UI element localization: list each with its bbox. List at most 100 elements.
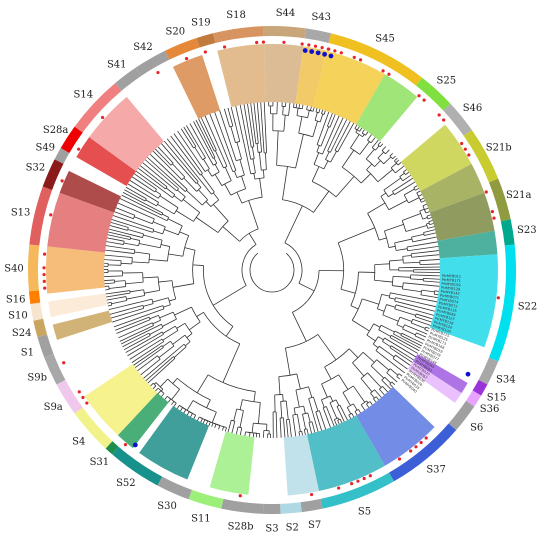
tree-branch — [279, 418, 282, 431]
tree-branch — [407, 247, 429, 252]
tree-branch — [371, 142, 377, 148]
red-marker-dot — [123, 443, 128, 447]
subfamily-label: S30 — [157, 501, 177, 512]
tree-branch — [202, 419, 206, 424]
tree-branch — [427, 217, 432, 220]
tree-branch — [134, 332, 150, 341]
tree-branch — [159, 378, 169, 388]
blue-marker-dot — [328, 53, 334, 59]
subfamily-label: S28b — [228, 522, 254, 533]
tree-branch — [115, 321, 138, 331]
tree-branch — [174, 181, 186, 192]
subfamily-label: S32 — [26, 163, 46, 174]
tree-branch — [152, 229, 155, 233]
subfamily-label: S44 — [276, 8, 296, 19]
tree-branch — [126, 295, 145, 300]
tree-branch — [419, 210, 424, 220]
tree-branch — [391, 334, 420, 352]
tree-branch — [428, 246, 439, 249]
tree-branch — [424, 329, 429, 332]
tree-branch — [131, 348, 153, 363]
tree-branch — [389, 259, 404, 262]
tree-branch — [195, 119, 216, 158]
subfamily-label: S16 — [6, 295, 26, 306]
tree-branch — [428, 221, 430, 225]
red-marker-dot — [463, 147, 467, 151]
tree-branch — [119, 198, 158, 217]
tree-branch — [423, 332, 428, 335]
tree-branch — [381, 391, 385, 396]
red-marker-dot — [307, 43, 311, 47]
tree-branch — [365, 149, 375, 160]
tree-branch — [219, 110, 231, 142]
tree-branch — [239, 430, 242, 436]
tree-branch — [179, 231, 189, 236]
tree-branch — [133, 345, 163, 366]
tree-branch — [352, 385, 366, 403]
tree-branch — [428, 317, 433, 320]
tree-branch — [119, 329, 144, 342]
tree-branch — [145, 356, 174, 382]
tree-branch — [288, 106, 290, 116]
tree-branch — [159, 195, 179, 209]
tree-branch — [183, 177, 197, 192]
tree-branch — [262, 169, 265, 178]
tree-branch — [333, 419, 336, 422]
tree-branch — [166, 138, 199, 179]
tree-branch — [189, 411, 193, 414]
tree-branch — [283, 115, 286, 132]
tree-branch — [228, 420, 232, 429]
tree-branch — [155, 190, 162, 195]
tree-branch — [170, 135, 191, 162]
tree-branch — [400, 334, 423, 347]
clade-highlight — [46, 246, 105, 294]
tree-branch — [410, 274, 428, 276]
tree-branch — [276, 165, 296, 169]
tree-branch — [171, 389, 180, 400]
subfamily-segment — [60, 126, 83, 153]
tree-branch — [424, 209, 427, 214]
tree-branch — [426, 216, 429, 219]
tree-branch — [167, 398, 172, 403]
tree-branch — [337, 418, 341, 421]
tree-branch — [174, 325, 179, 331]
tree-branch — [426, 250, 439, 253]
subfamily-label: S24 — [12, 328, 32, 339]
tree-branch — [295, 386, 309, 391]
tree-branch — [327, 140, 333, 152]
tree-branch — [319, 113, 324, 123]
tree-branch — [235, 105, 250, 168]
tree-branch — [415, 188, 420, 191]
subfamily-label: S2 — [286, 523, 299, 534]
tree-branch — [296, 414, 301, 432]
tree-branch — [234, 170, 238, 178]
tree-branch — [200, 418, 203, 423]
tree-branch — [295, 103, 298, 108]
tree-branch — [403, 302, 435, 312]
tree-branch — [292, 413, 298, 416]
tree-branch — [229, 125, 233, 128]
tree-branch — [106, 292, 131, 298]
tree-branch — [276, 130, 279, 166]
red-marker-dot — [409, 449, 413, 453]
subfamily-segment — [212, 26, 264, 43]
red-marker-dot — [42, 279, 46, 283]
tree-branch — [392, 275, 411, 278]
tree-branch — [108, 231, 131, 238]
tree-branch — [180, 407, 183, 412]
tree-branch — [253, 391, 256, 402]
subfamily-segment — [105, 441, 119, 455]
tree-branch — [433, 296, 438, 299]
tree-branch — [173, 401, 177, 404]
tree-branch — [163, 140, 189, 170]
subfamily-label: S18 — [226, 10, 246, 21]
tree-branch — [222, 343, 241, 383]
tree-branch — [288, 419, 291, 428]
tree-branch — [134, 173, 149, 184]
tree-branch — [396, 324, 404, 328]
tree-branch — [316, 151, 323, 155]
tree-branch — [394, 186, 408, 195]
tree-branch — [321, 395, 331, 401]
subfamily-label: S46 — [463, 103, 483, 114]
tree-branch — [105, 245, 129, 250]
